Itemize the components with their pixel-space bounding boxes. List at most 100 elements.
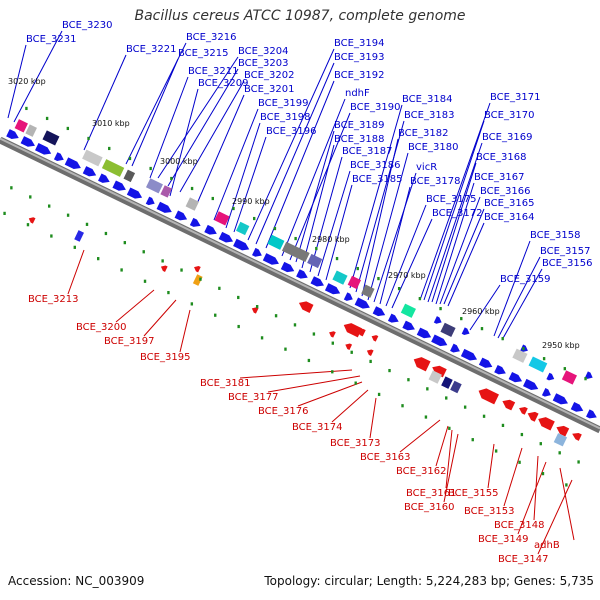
forward-gene-label: BCE_3156 xyxy=(542,258,592,269)
forward-leader-line xyxy=(179,80,245,193)
reverse-gene xyxy=(356,328,366,337)
feature-block xyxy=(347,275,362,290)
forward-gene xyxy=(494,364,506,375)
forward-leader-line xyxy=(265,80,335,249)
forward-leader-line xyxy=(131,58,179,167)
reverse-gene-label: BCE_3153 xyxy=(464,506,514,517)
reverse-gene-label: BCE_3177 xyxy=(228,392,278,403)
forward-gene xyxy=(552,393,568,405)
forward-leader-line xyxy=(195,94,245,207)
reverse-gene xyxy=(527,411,539,422)
reverse-gene xyxy=(298,301,314,313)
forward-gene-label: BCE_3168 xyxy=(476,152,526,163)
rna-marker xyxy=(237,324,240,329)
feature-block xyxy=(160,185,172,198)
reverse-gene xyxy=(251,307,259,314)
forward-gene-label: BCE_3166 xyxy=(480,186,530,197)
forward-gene xyxy=(324,283,341,295)
reverse-leader-line xyxy=(267,375,361,393)
feature-block xyxy=(214,211,230,226)
forward-gene xyxy=(584,371,593,379)
forward-gene-label: BCE_3211 xyxy=(188,66,238,77)
reverse-gene-label: BCE_3197 xyxy=(104,336,154,347)
rna-marker xyxy=(45,116,49,121)
forward-leader-line xyxy=(427,142,483,303)
forward-gene-label: BCE_3221 xyxy=(126,44,176,55)
reverse-gene xyxy=(371,335,379,342)
forward-leader-line xyxy=(325,184,353,281)
feature-block xyxy=(400,303,416,318)
rna-marker xyxy=(460,317,463,321)
rna-marker xyxy=(312,332,316,336)
tick-label: 2960 kbp xyxy=(462,307,500,316)
rna-marker xyxy=(123,241,127,245)
feature-block xyxy=(145,178,163,194)
forward-gene xyxy=(112,180,126,191)
feature-block xyxy=(441,376,453,389)
rna-marker xyxy=(448,426,451,430)
forward-leader-line xyxy=(13,30,63,123)
reverse-gene-label: BCE_3155 xyxy=(448,488,498,499)
forward-gene xyxy=(461,327,470,335)
feature-block xyxy=(82,149,103,167)
forward-gene-label: BCE_3158 xyxy=(530,230,580,241)
rna-marker xyxy=(522,347,525,351)
forward-gene xyxy=(20,136,35,147)
forward-gene-label: BCE_3182 xyxy=(398,128,448,139)
rna-marker xyxy=(584,377,587,381)
rna-marker xyxy=(252,216,256,221)
forward-gene xyxy=(233,238,250,251)
reverse-gene xyxy=(160,265,168,272)
forward-gene xyxy=(354,297,370,309)
rna-marker xyxy=(501,423,505,428)
forward-gene-label: BCE_3172 xyxy=(432,208,482,219)
rna-marker xyxy=(445,396,448,400)
forward-leader-line xyxy=(469,284,501,331)
forward-gene-label: BCE_3186 xyxy=(350,160,400,171)
forward-leader-line xyxy=(225,122,261,229)
feature-block xyxy=(361,284,375,298)
forward-gene-label: BCE_3184 xyxy=(402,94,452,105)
reverse-gene xyxy=(538,417,555,431)
rna-marker xyxy=(463,405,467,409)
reverse-gene-label: BCE_3181 xyxy=(200,378,250,389)
rna-marker xyxy=(563,367,567,371)
forward-gene xyxy=(189,217,201,227)
rna-marker xyxy=(424,415,428,419)
reverse-leader-line xyxy=(67,249,85,295)
forward-leader-line xyxy=(373,172,417,303)
genome-backbone xyxy=(0,136,600,434)
feature-block xyxy=(553,433,568,447)
feature-block xyxy=(25,124,37,137)
rna-marker xyxy=(128,156,132,161)
rna-marker xyxy=(439,307,442,311)
rna-marker xyxy=(418,297,422,301)
forward-leader-line xyxy=(493,240,531,337)
forward-gene-label: BCE_3215 xyxy=(178,48,228,59)
rna-marker xyxy=(87,136,90,141)
forward-gene-label: BCE_3167 xyxy=(474,172,524,183)
forward-gene xyxy=(262,253,279,265)
rna-marker xyxy=(66,213,70,217)
reverse-gene-label: BCE_3161 xyxy=(406,488,456,499)
forward-gene xyxy=(82,166,97,177)
forward-leader-line xyxy=(423,120,485,301)
rna-marker xyxy=(350,350,353,354)
forward-gene xyxy=(296,269,308,279)
forward-gene-label: BCE_3157 xyxy=(540,246,590,257)
rna-marker xyxy=(10,186,13,190)
reverse-leader-line xyxy=(331,389,369,423)
feature-block xyxy=(101,159,125,177)
forward-gene-label: BCE_3230 xyxy=(62,20,112,31)
forward-gene-label: BCE_3196 xyxy=(266,126,316,137)
reverse-gene xyxy=(432,365,447,378)
forward-gene xyxy=(126,187,143,199)
rna-marker xyxy=(335,256,339,261)
forward-gene-label: BCE_3192 xyxy=(334,70,384,81)
rna-marker xyxy=(104,231,108,236)
forward-leader-line xyxy=(255,62,335,245)
forward-leader-line xyxy=(289,112,351,261)
rna-marker xyxy=(180,268,183,272)
rna-marker xyxy=(520,432,524,437)
forward-gene-label: BCE_3175 xyxy=(426,194,476,205)
